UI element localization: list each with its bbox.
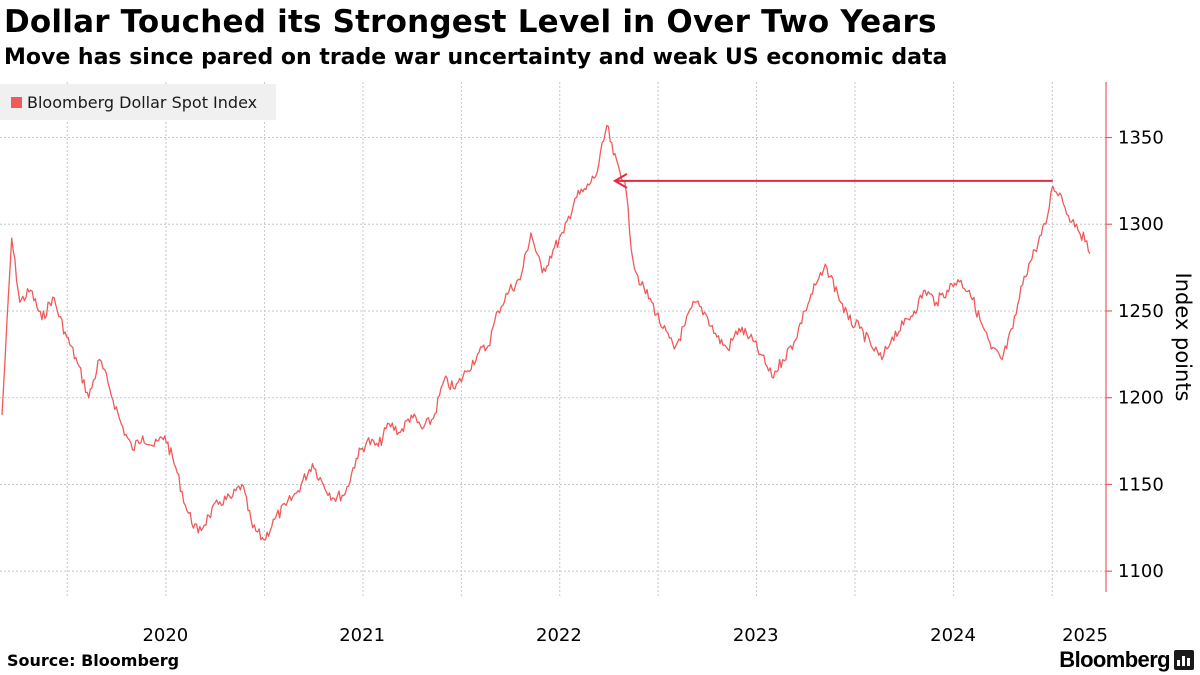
y-tick-label: 1200 <box>1118 388 1164 409</box>
y-tick-label: 1300 <box>1118 214 1164 235</box>
annotation-arrow-head <box>612 173 628 189</box>
annotation-layer <box>612 173 1053 189</box>
x-tick-label: 2021 <box>339 625 385 646</box>
y-axis-label: Index points <box>1171 273 1195 402</box>
bloomberg-logo: Bloomberg <box>1059 647 1170 672</box>
x-axis-tick-labels: 2020 2021 2022 2023 2024 2025 <box>142 625 1107 646</box>
y-tick-label: 1100 <box>1118 561 1164 582</box>
y-tick-label: 1350 <box>1118 128 1164 149</box>
x-tick-label: 2020 <box>142 625 188 646</box>
source-note: Source: Bloomberg <box>7 651 180 670</box>
chart-title: Dollar Touched its Strongest Level in Ov… <box>4 4 937 40</box>
series-line-dollar-index <box>1 124 1091 541</box>
y-tick-label: 1150 <box>1118 474 1164 495</box>
series-line-layer <box>1 124 1091 541</box>
legend-swatch <box>11 96 22 108</box>
y-tick-label: 1250 <box>1118 301 1164 322</box>
grid-lines <box>0 82 1106 596</box>
legend: Bloomberg Dollar Spot Index <box>0 84 276 120</box>
y-axis: 1100 1150 1200 1250 1300 1350 <box>1105 82 1164 592</box>
x-tick-label: 2022 <box>536 625 582 646</box>
chart-subtitle: Move has since pared on trade war uncert… <box>4 45 948 70</box>
x-tick-label: 2024 <box>930 625 976 646</box>
x-tick-label: 2025 <box>1062 625 1108 646</box>
bloomberg-terminal-icon <box>1174 650 1194 670</box>
x-tick-label: 2023 <box>733 625 779 646</box>
legend-label-dollar-index: Bloomberg Dollar Spot Index <box>27 92 258 112</box>
